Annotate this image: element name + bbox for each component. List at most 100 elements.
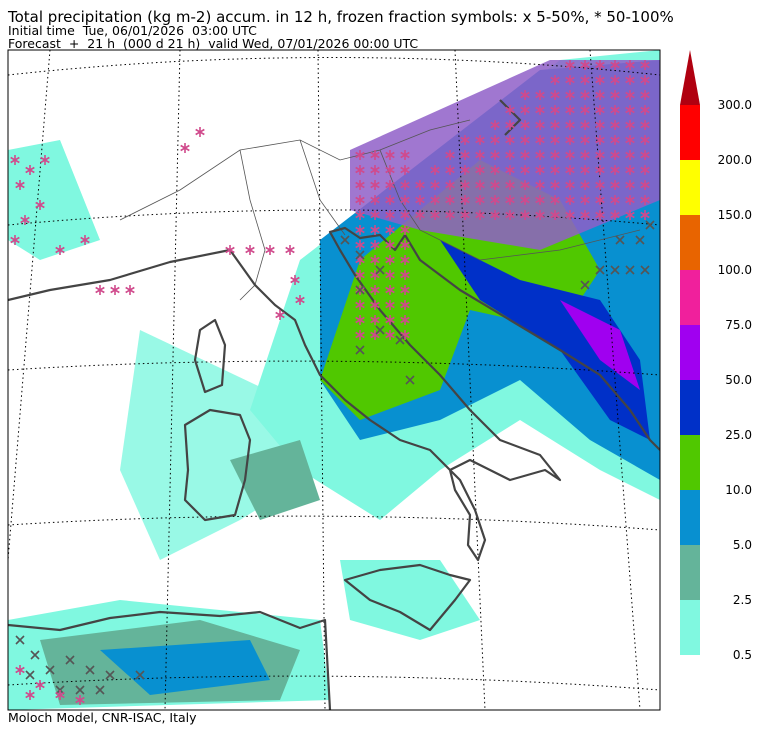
snow-symbol: [400, 315, 410, 325]
mixed-symbol: [25, 670, 35, 680]
snow-symbol: [535, 165, 545, 175]
snow-symbol: [385, 315, 395, 325]
graticule-line: [8, 515, 660, 531]
snow-symbol: [520, 105, 530, 115]
snow-symbol: [430, 165, 440, 175]
snow-symbol: [640, 120, 650, 130]
snow-symbol: [625, 90, 635, 100]
snow-symbol: [610, 210, 620, 220]
snow-symbol: [625, 165, 635, 175]
snow-symbol: [430, 195, 440, 205]
snow-symbol: [580, 75, 590, 85]
mixed-symbol: [610, 265, 620, 275]
snow-symbol: [385, 150, 395, 160]
snow-symbol: [80, 235, 90, 245]
map-content: [8, 50, 660, 710]
snow-symbol: [275, 310, 285, 320]
snow-symbol: [640, 105, 650, 115]
snow-symbol: [505, 105, 515, 115]
snow-symbol: [400, 165, 410, 175]
snow-symbol: [25, 165, 35, 175]
snow-symbol: [370, 240, 380, 250]
snow-symbol: [535, 150, 545, 160]
colorbar-label: 2.5: [733, 593, 752, 607]
snow-symbol: [15, 665, 25, 675]
snow-symbol: [195, 127, 205, 137]
snow-symbol: [55, 245, 65, 255]
snow-symbol: [595, 75, 605, 85]
snow-symbol: [355, 180, 365, 190]
snow-symbol: [415, 195, 425, 205]
snow-symbol: [565, 165, 575, 175]
snow-symbol: [385, 165, 395, 175]
snow-symbol: [535, 90, 545, 100]
snow-symbol: [400, 210, 410, 220]
colorbar-segment: [680, 490, 700, 545]
snow-symbol: [520, 180, 530, 190]
snow-symbol: [290, 275, 300, 285]
snow-symbol: [565, 195, 575, 205]
snow-symbol: [370, 330, 380, 340]
snow-symbol: [550, 210, 560, 220]
snow-symbol: [355, 300, 365, 310]
snow-symbol: [125, 285, 135, 295]
snow-symbol: [385, 240, 395, 250]
snow-symbol: [285, 245, 295, 255]
colorbar-segment: [680, 600, 700, 655]
map: [7, 49, 661, 711]
snow-symbol: [550, 135, 560, 145]
snow-symbol: [580, 180, 590, 190]
country-border: [299, 139, 346, 236]
snow-symbol: [370, 195, 380, 205]
snow-symbol: [565, 135, 575, 145]
snow-symbol: [505, 165, 515, 175]
snow-symbol: [550, 90, 560, 100]
snow-symbol: [20, 215, 30, 225]
credit: Moloch Model, CNR-ISAC, Italy: [8, 710, 197, 725]
snow-symbol: [610, 75, 620, 85]
snow-symbol: [430, 180, 440, 190]
snow-symbol: [460, 180, 470, 190]
snow-symbol: [580, 135, 590, 145]
snow-symbol: [355, 165, 365, 175]
snow-symbol: [490, 120, 500, 130]
colorbar-label: 100.0: [718, 263, 752, 277]
snow-symbol: [370, 315, 380, 325]
snow-symbol: [400, 330, 410, 340]
snow-symbol: [505, 150, 515, 160]
snow-symbol: [225, 245, 235, 255]
snow-symbol: [400, 195, 410, 205]
snow-symbol: [75, 695, 85, 705]
coastlines: [8, 99, 660, 710]
snow-symbol: [10, 155, 20, 165]
snow-symbol: [580, 60, 590, 70]
graticule-line: [164, 50, 181, 710]
precip-area: [350, 60, 660, 250]
snow-symbol: [595, 150, 605, 160]
snow-symbol: [625, 60, 635, 70]
graticule-line: [8, 209, 660, 226]
snow-symbol: [460, 210, 470, 220]
snow-symbol: [625, 150, 635, 160]
mixed-symbol: [375, 265, 385, 275]
coastline: [343, 563, 472, 632]
snow-symbol: [400, 150, 410, 160]
snow-symbol: [580, 150, 590, 160]
snow-symbol: [385, 180, 395, 190]
snow-symbol: [355, 270, 365, 280]
snow-symbol: [550, 165, 560, 175]
colorbar-segment: [680, 105, 700, 160]
snow-symbol: [55, 690, 65, 700]
graticule-line: [8, 57, 660, 76]
snow-symbol: [445, 180, 455, 190]
snow-symbol: [10, 235, 20, 245]
snow-symbol: [385, 300, 395, 310]
mixed-symbol: [75, 685, 85, 695]
snow-symbol: [490, 135, 500, 145]
snow-symbol: [550, 75, 560, 85]
snow-symbol: [595, 60, 605, 70]
snow-symbol: [550, 120, 560, 130]
snow-symbol: [355, 225, 365, 235]
title: Total precipitation (kg m-2) accum. in 1…: [7, 8, 674, 26]
snow-symbol: [625, 180, 635, 190]
